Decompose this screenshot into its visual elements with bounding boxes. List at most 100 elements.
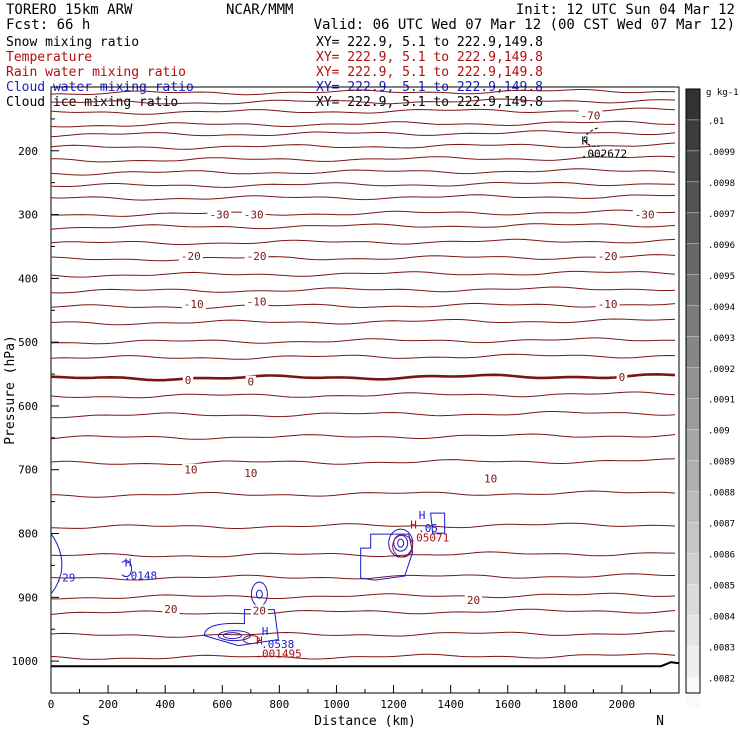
colorbar-tick-label: .0093 (708, 334, 735, 344)
colorbar-tick-label: .0098 (708, 179, 735, 189)
x-tick-label: 2000 (609, 698, 636, 711)
colorbar-swatch (685, 491, 701, 523)
y-tick-label: 1000 (12, 655, 39, 668)
cloud-water-max-value: .05 (418, 522, 438, 535)
isotherm-line (50, 522, 676, 530)
temperature-label-bg (244, 295, 269, 308)
isotherm-line (50, 107, 676, 115)
center-title: NCAR/MMM (226, 2, 293, 18)
maxima-label-layer: H.0148H.0538H.05.29H.001495H.05071H.0026… (56, 134, 628, 660)
isotherm-line (50, 372, 676, 382)
cloud-water-max-marker: H (262, 625, 269, 638)
x-axis-title: Distance (km) (314, 714, 416, 729)
cloud-ice-layer (583, 127, 607, 158)
rain-water-layer (242, 534, 414, 645)
colorbar-swatch (685, 398, 701, 430)
temperature-label: -10 (184, 298, 204, 311)
temperature-label: -10 (598, 298, 618, 311)
cloud-water-contour (203, 609, 279, 647)
isotherm-line (50, 254, 676, 262)
ground-layer (51, 661, 680, 668)
x-tick-label: 1000 (323, 698, 350, 711)
legend: Snow mixing ratio XY= 222.9, 5.1 to 222.… (6, 35, 543, 110)
x-tick-label: 0 (48, 698, 55, 711)
colorbar-tick-label: .0096 (708, 241, 735, 251)
isotherm-line (50, 270, 676, 278)
colorbar-tick-label: .01 (708, 117, 724, 127)
isotherm-layer (50, 89, 676, 660)
isotherm-line (50, 286, 676, 294)
isotherm-line (50, 551, 675, 558)
valid-time: Valid: 06 UTC Wed 07 Mar 12 (00 CST Wed … (314, 17, 735, 33)
colorbar-swatch (685, 119, 701, 152)
isotherm-line (50, 209, 676, 217)
init-time: Init: 12 UTC Sun 04 Mar 12 (516, 2, 735, 18)
isotherm-line (50, 490, 676, 498)
isotherm-line (50, 130, 676, 138)
x-tick-label: 200 (98, 698, 118, 711)
temperature-label-bg (241, 208, 266, 221)
colorbar-tick-label: .0094 (708, 303, 735, 313)
temperature-label: 10 (484, 473, 497, 486)
colorbar-swatch (685, 274, 701, 306)
temperature-label: 10 (244, 467, 257, 480)
isotherm-line (50, 89, 676, 96)
colorbar-swatch (685, 181, 701, 214)
temperature-label-bg (578, 109, 603, 122)
colorbar-swatch (685, 336, 701, 368)
cloud-water-max-value: .0538 (261, 638, 294, 651)
cloud-water-contour (360, 533, 414, 581)
y-axis-title: Pressure (hPa) (3, 335, 18, 445)
isotherm-line (50, 223, 676, 230)
y-tick-label: 800 (18, 528, 38, 541)
cloud-water-max-value: .0148 (124, 570, 157, 583)
cloud-water-contour (121, 560, 133, 578)
isotherm-line (50, 458, 676, 466)
rain-water-max-value: .05071 (410, 531, 450, 544)
legend-cloud-ice-xy: XY= 222.9, 5.1 to 222.9,149.8 (316, 95, 543, 110)
rain-water-max-marker: H (256, 634, 263, 647)
temperature-label: -20 (247, 250, 267, 263)
rain-water-contour (392, 534, 414, 558)
colorbar-frame (685, 88, 701, 694)
colorbar-tick-label: .0089 (708, 458, 735, 468)
x-tick-label: 1600 (494, 698, 521, 711)
rain-water-max-value: .001495 (255, 647, 301, 660)
y-tick-label: 700 (18, 464, 38, 477)
legend-rain-name: Rain water mixing ratio (6, 65, 186, 80)
isotherm-line (50, 653, 676, 660)
temperature-label-layer: -70 -30 -30 -30 -20 -20 -20 -10 -10 -10 0 0 0 10 10 10 2… (162, 109, 657, 618)
isotherm-line (51, 592, 676, 600)
isotherm-line (50, 302, 676, 310)
legend-cloud-ice-name: Cloud ice mixing ratio (6, 95, 178, 110)
temperature-label: -30 (209, 209, 229, 222)
colorbar-swatch (685, 646, 701, 678)
temperature-label-bg (245, 375, 257, 388)
isotherm-line (50, 411, 676, 419)
isotherm-line (50, 168, 676, 176)
axes-layer: 0 200 400 600 800 1000 1200 1400 1600 1800 2000200… (12, 118, 651, 711)
colorbar-tick-label: .0091 (708, 396, 735, 406)
x-tick-label: 1400 (437, 698, 464, 711)
temperature-label-bg (162, 602, 180, 615)
temperature-label-bg (182, 373, 194, 386)
cloud-water-contour (250, 581, 268, 607)
temperature-label: 20 (253, 605, 266, 618)
legend-rain-xy: XY= 222.9, 5.1 to 222.9,149.8 (316, 65, 543, 80)
rain-water-contour (242, 635, 260, 645)
temperature-label: -30 (635, 209, 655, 222)
temperature-label-bg (207, 208, 232, 221)
temperature-label: -10 (247, 295, 267, 308)
isotherm-line (50, 608, 676, 615)
x-tick-label: 400 (155, 698, 175, 711)
temperature-label: 0 (619, 371, 626, 384)
isotherm-line (50, 120, 675, 128)
ground-surface-line (51, 661, 680, 668)
legend-temperature-name: Temperature (6, 50, 92, 65)
y-tick-label: 900 (18, 591, 38, 604)
y-tick-label: 500 (18, 336, 38, 349)
cloud-water-contour (222, 632, 242, 640)
temperature-label-bg (182, 463, 200, 476)
isotherm-line (50, 391, 676, 399)
